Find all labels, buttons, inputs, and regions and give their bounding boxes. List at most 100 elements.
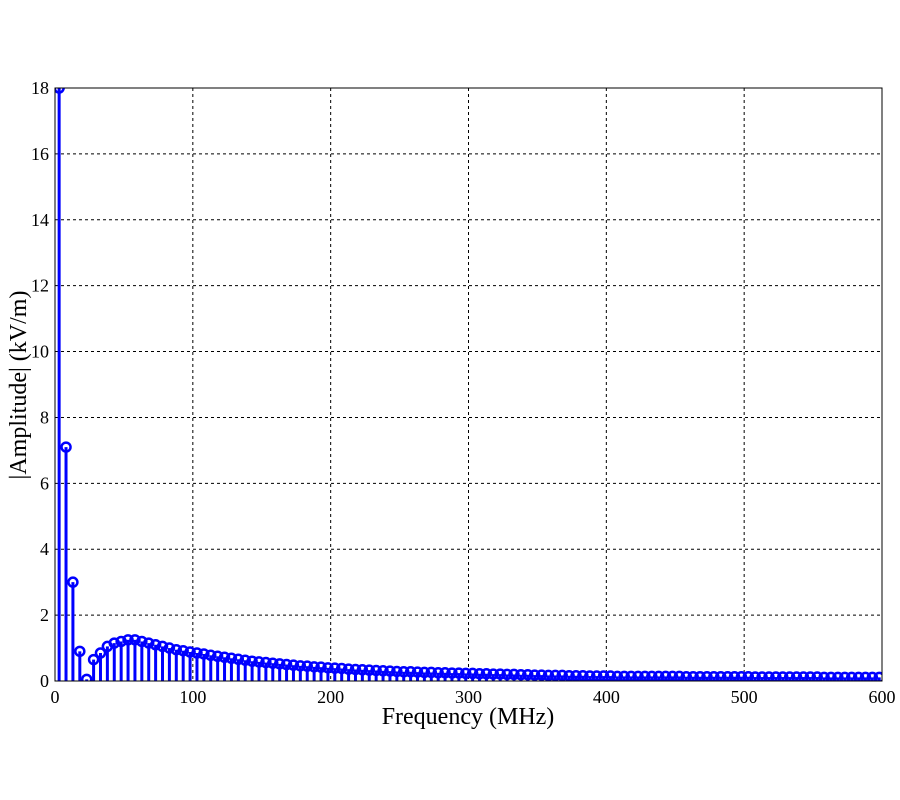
stem-marker xyxy=(384,665,396,677)
stem-marker xyxy=(287,659,300,671)
stem-marker xyxy=(156,640,169,653)
stem-marker xyxy=(487,668,500,680)
y-tick-label: 8 xyxy=(40,407,49,427)
stem-marker xyxy=(494,668,506,680)
stem-marker xyxy=(852,671,865,681)
stem-marker xyxy=(67,576,79,588)
stem-marker xyxy=(501,668,513,681)
stem-marker xyxy=(411,666,424,678)
stem-marker xyxy=(356,664,369,676)
stem-marker xyxy=(115,635,127,648)
stem-marker xyxy=(232,653,245,666)
x-axis-label: Frequency (MHz) xyxy=(382,704,555,730)
stem-marker xyxy=(273,658,286,670)
stem-marker xyxy=(191,647,203,659)
stem-marker xyxy=(756,671,768,681)
stem-marker xyxy=(60,441,72,453)
stem-marker xyxy=(687,670,699,681)
stem-marker xyxy=(301,660,313,672)
stem-marker xyxy=(845,671,858,681)
stem-marker xyxy=(377,665,389,677)
stem-marker xyxy=(770,671,782,681)
y-tick-label: 2 xyxy=(40,605,49,625)
stem-marker xyxy=(370,664,382,677)
stem-marker xyxy=(391,665,403,678)
y-axis-label: |Amplitude| (kV/m) xyxy=(6,291,32,480)
stem-marker xyxy=(439,667,451,679)
x-tick-label: 0 xyxy=(51,687,60,707)
stem-marker xyxy=(94,647,107,659)
stem-marker xyxy=(184,646,196,658)
y-tick-label: 18 xyxy=(31,78,49,98)
stem-marker xyxy=(839,671,851,681)
stem-marker xyxy=(280,658,293,671)
stem-marker xyxy=(432,667,444,679)
stem-marker xyxy=(453,667,465,679)
stem-marker xyxy=(349,663,362,676)
x-tick-label: 500 xyxy=(731,687,758,707)
stem-marker xyxy=(522,668,534,681)
stem-marker xyxy=(425,666,438,679)
stem-marker xyxy=(708,670,720,681)
y-tick-label: 14 xyxy=(31,210,49,230)
y-tick-label: 16 xyxy=(31,144,49,164)
x-tick-label: 600 xyxy=(869,687,896,707)
stem-marker xyxy=(473,668,486,680)
y-tick-label: 4 xyxy=(40,539,49,559)
stem-marker xyxy=(818,671,830,681)
plot-frame xyxy=(54,87,883,682)
stem-marker xyxy=(466,667,479,680)
stem-marker xyxy=(714,670,727,681)
stem-marker xyxy=(446,667,458,679)
x-tick-label: 100 xyxy=(179,687,206,707)
stem-marker xyxy=(701,670,713,681)
x-tick-label: 200 xyxy=(317,687,344,707)
stem-marker xyxy=(329,662,341,674)
y-tick-label: 0 xyxy=(40,671,49,691)
stem-marker xyxy=(122,634,134,646)
stem-marker xyxy=(873,671,882,681)
stem-marker xyxy=(742,670,755,681)
stem-marker xyxy=(211,650,224,663)
stem-marker xyxy=(680,670,693,681)
stem-marker xyxy=(404,666,417,678)
x-tick-label: 400 xyxy=(593,687,620,707)
stem-marker xyxy=(556,669,568,681)
stem-marker xyxy=(783,671,796,681)
stem-marker xyxy=(508,668,520,681)
stem-marker xyxy=(777,671,789,681)
x-tick-label: 300 xyxy=(455,687,482,707)
stem-marker xyxy=(342,663,355,675)
stem-marker xyxy=(735,670,748,681)
stem-marker xyxy=(177,644,189,657)
stem-marker xyxy=(136,635,148,648)
y-tick-label: 12 xyxy=(31,276,49,296)
stem-marker xyxy=(570,669,582,681)
stem-marker xyxy=(859,671,872,681)
stem-marker xyxy=(418,666,431,679)
stem-marker xyxy=(728,670,741,681)
stem-marker xyxy=(308,661,320,673)
stem-marker xyxy=(535,669,548,681)
stem-marker xyxy=(55,88,65,94)
stem-marker xyxy=(129,634,141,646)
stem-marker xyxy=(542,669,555,681)
stem-marker xyxy=(108,637,121,649)
stem-marker xyxy=(866,671,879,681)
stem-marker xyxy=(322,662,334,674)
stem-marker xyxy=(459,667,472,680)
stem-marker xyxy=(804,671,817,681)
stem-marker xyxy=(397,666,410,678)
stem-marker xyxy=(80,673,93,681)
stem-marker xyxy=(749,671,761,681)
stem-marker xyxy=(790,671,803,681)
stem-marker xyxy=(549,669,562,681)
stem-marker xyxy=(763,671,775,681)
stem-marker xyxy=(694,670,706,681)
stem-marker xyxy=(170,643,183,656)
y-tick-label: 10 xyxy=(31,342,49,362)
stem-marker xyxy=(335,662,348,675)
stem-marker xyxy=(225,652,238,665)
stem-marker xyxy=(315,661,327,673)
